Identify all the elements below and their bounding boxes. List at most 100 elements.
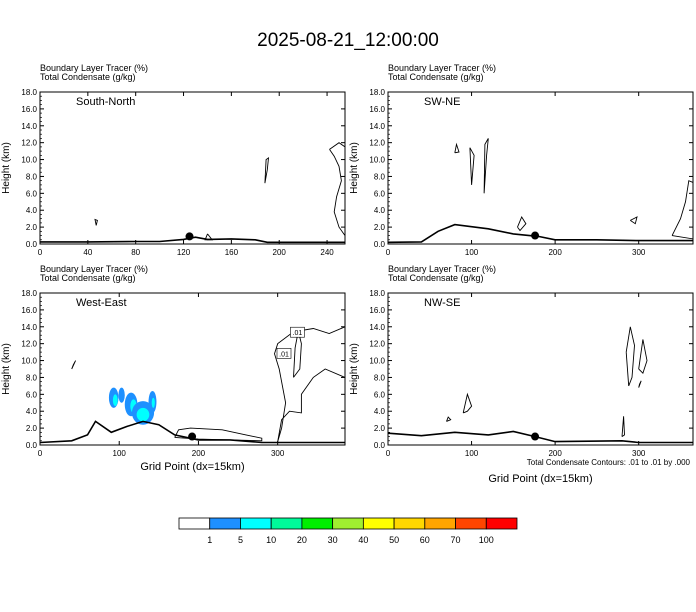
colorbar-swatch-1 <box>209 517 241 530</box>
contour-3 <box>446 416 452 422</box>
ytick-label: 8.0 <box>26 172 38 181</box>
xtick-label: 200 <box>548 248 562 257</box>
contour-1 <box>293 330 302 378</box>
xtick-label: 120 <box>177 248 191 257</box>
var1-label: Boundary Layer Tracer (%) <box>388 264 496 274</box>
ytick-label: 12.0 <box>21 139 37 148</box>
ytick-label: 16.0 <box>369 306 385 315</box>
contour-0 <box>454 142 460 154</box>
tracer-blob-1 <box>112 394 118 407</box>
xtick-label: 240 <box>320 248 334 257</box>
xtick-label: 100 <box>465 248 479 257</box>
ytick-label: 0.0 <box>26 441 38 450</box>
contour-4 <box>638 380 642 388</box>
contour-5 <box>630 216 638 225</box>
colorbar-swatch-10 <box>485 517 518 530</box>
xtick-label: 80 <box>131 248 140 257</box>
ytick-label: 18.0 <box>369 88 385 97</box>
location-marker <box>531 432 540 441</box>
ytick-label: 6.0 <box>26 189 38 198</box>
xtick-label: 0 <box>38 248 43 257</box>
xtick-label: 0 <box>386 248 391 257</box>
contour-2 <box>483 138 489 194</box>
colorbar-label: 5 <box>238 535 243 545</box>
ytick-label: 18.0 <box>369 289 385 298</box>
ytick-label: 4.0 <box>374 206 386 215</box>
ytick-label: 10.0 <box>21 357 37 366</box>
ytick-label: 6.0 <box>374 189 386 198</box>
contour-label: .01 <box>293 330 303 337</box>
ytick-label: 4.0 <box>374 407 386 416</box>
xtick-label: 0 <box>386 449 391 458</box>
ytick-label: 18.0 <box>21 289 37 298</box>
colorbar-label: 60 <box>420 535 430 545</box>
ytick-label: 18.0 <box>21 88 37 97</box>
contour-5 <box>621 416 625 437</box>
var2-label: Total Condensate (g/kg) <box>388 273 484 283</box>
ytick-label: 2.0 <box>26 223 38 232</box>
tracer-blob-5 <box>136 407 150 422</box>
terrain-line <box>387 223 693 244</box>
plot-title: 2025-08-21_12:00:00 <box>257 30 439 51</box>
colorbar-swatch-8 <box>424 517 456 530</box>
ytick-label: 12.0 <box>369 139 385 148</box>
colorbar-label: 20 <box>297 535 307 545</box>
location-marker <box>531 231 540 240</box>
colorbar: 1 5 10 20 30 40 50 60 70 100 <box>178 517 518 545</box>
location-marker <box>188 432 197 441</box>
contour-2 <box>329 142 346 238</box>
ytick-label: 6.0 <box>26 390 38 399</box>
var1-label: Boundary Layer Tracer (%) <box>40 264 148 274</box>
y-axis-label: Height (km) <box>349 343 360 395</box>
ytick-label: 14.0 <box>369 122 385 131</box>
panel-label: South-North <box>76 96 135 108</box>
ytick-label: 0.0 <box>374 240 386 249</box>
panel-3: Boundary Layer Tracer (%)Total Condensat… <box>1 264 346 473</box>
ytick-label: 8.0 <box>26 373 38 382</box>
contour-4 <box>517 216 527 232</box>
xtick-label: 100 <box>465 449 479 458</box>
contour-3 <box>174 427 263 442</box>
plot-frame <box>387 292 694 446</box>
colorbar-label: 50 <box>389 535 399 545</box>
condensate-contours <box>454 138 694 240</box>
panel-label: SW-NE <box>424 96 460 108</box>
ytick-label: 16.0 <box>369 105 385 114</box>
ytick-label: 16.0 <box>21 306 37 315</box>
xtick-label: 160 <box>225 248 239 257</box>
colorbar-label: 40 <box>358 535 368 545</box>
contour-2 <box>462 392 473 414</box>
contour-2 <box>71 360 77 370</box>
colorbar-swatch-5 <box>332 517 364 530</box>
xtick-label: 0 <box>38 449 43 458</box>
location-marker <box>185 232 194 241</box>
colorbar-swatch-6 <box>362 517 395 530</box>
ytick-label: 4.0 <box>26 206 38 215</box>
panel-1: Boundary Layer Tracer (%)Total Condensat… <box>1 63 346 257</box>
ytick-label: 10.0 <box>21 156 37 165</box>
ytick-label: 8.0 <box>374 172 386 181</box>
plot-frame <box>387 91 694 245</box>
contour-0 <box>264 156 270 184</box>
colorbar-swatch-3 <box>270 517 303 530</box>
plot-frame <box>39 91 346 245</box>
ytick-label: 2.0 <box>374 223 386 232</box>
contour-label: .01 <box>279 351 289 358</box>
contour-footnote: Total Condensate Contours: .01 to .01 by… <box>527 458 691 467</box>
var1-label: Boundary Layer Tracer (%) <box>388 63 496 73</box>
xtick-label: 200 <box>192 449 206 458</box>
var2-label: Total Condensate (g/kg) <box>388 72 484 82</box>
xtick-label: 40 <box>83 248 92 257</box>
colorbar-swatch-7 <box>393 517 426 530</box>
panel-label: NW-SE <box>424 297 460 309</box>
contour-label-box <box>290 326 305 338</box>
colorbar-label: 70 <box>451 535 461 545</box>
terrain-line <box>40 236 345 244</box>
ytick-label: 0.0 <box>374 441 386 450</box>
tracer-shading <box>108 387 157 425</box>
tracer-blob-7 <box>151 397 155 408</box>
colorbar-swatch-2 <box>240 517 272 530</box>
condensate-contours <box>446 326 648 437</box>
ytick-label: 12.0 <box>369 340 385 349</box>
